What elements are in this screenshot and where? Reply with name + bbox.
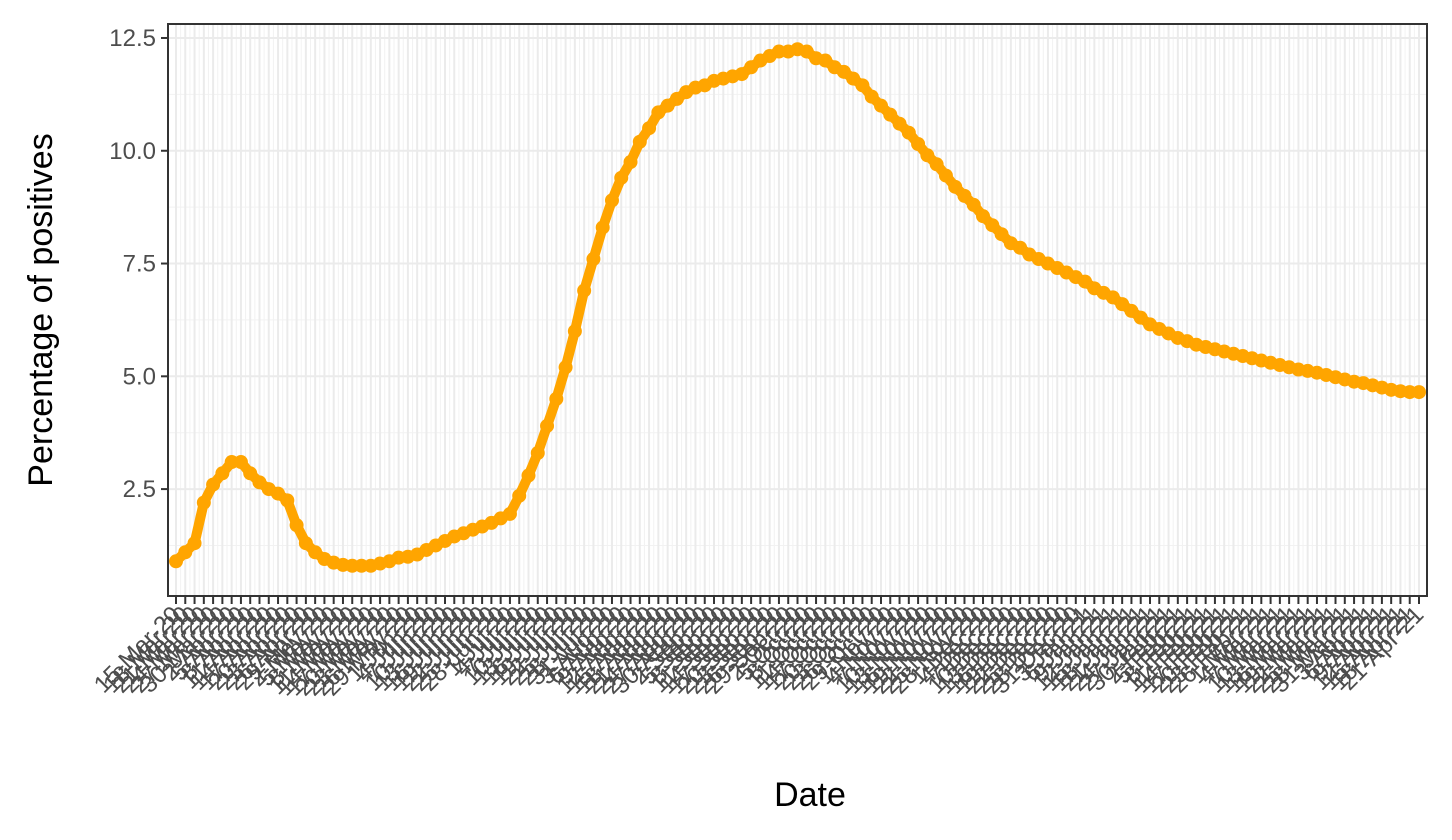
point [985,218,1000,233]
point [178,545,193,560]
point [169,554,183,569]
point [623,155,638,170]
y-tick-label: 2.5 [123,476,156,503]
point [1412,385,1426,400]
point [892,116,907,131]
point [855,78,870,93]
point [883,107,898,122]
point [966,197,981,212]
x-axis-title: Date [774,776,846,814]
point [215,466,230,481]
point [873,98,888,113]
point [540,418,555,433]
point [567,324,582,339]
point [929,157,944,172]
point [206,477,221,492]
point [948,179,963,194]
y-tick-label: 12.5 [109,25,156,52]
y-tick-label: 10.0 [109,138,156,165]
y-tick-label: 5.0 [123,363,156,390]
point [530,446,545,460]
point [558,360,573,375]
point [595,220,610,235]
point [512,488,527,503]
point [938,168,953,183]
point [642,121,657,136]
point [289,518,304,533]
point [280,493,295,508]
point [994,227,1009,242]
point [187,536,202,551]
point [196,495,211,510]
panel-border [167,23,1428,597]
point [577,283,592,298]
point [298,536,313,551]
point [864,89,879,104]
point [911,136,926,151]
point [502,506,517,521]
point [976,209,991,224]
point [614,170,629,185]
point [243,466,258,481]
point [521,468,536,483]
point [901,125,916,140]
point [549,391,564,406]
point [233,455,248,470]
point [920,148,935,163]
y-tick-label: 7.5 [123,251,156,278]
point [632,134,647,149]
point [957,188,972,203]
point [604,193,619,208]
point [586,252,601,267]
y-axis-title: Percentage of positives [22,133,60,486]
